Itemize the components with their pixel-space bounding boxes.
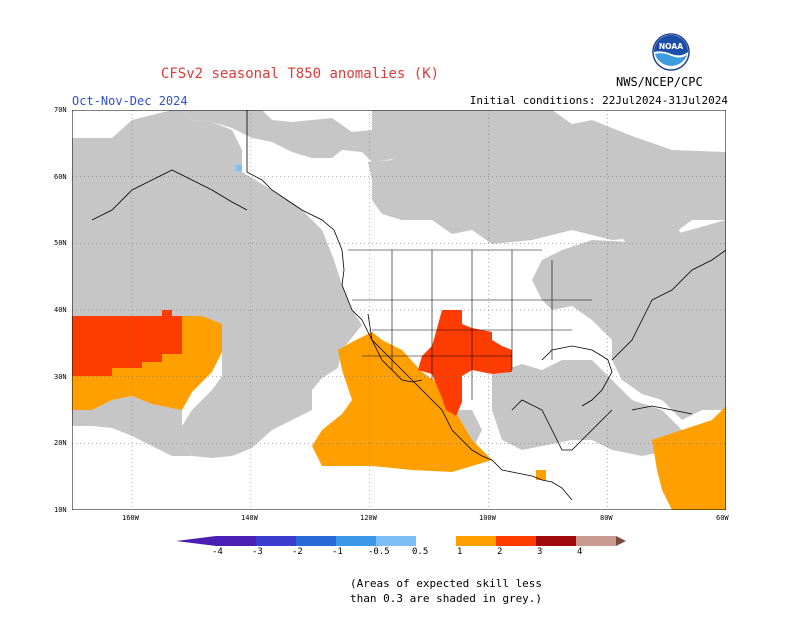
agency-credit: NWS/NCEP/CPC: [616, 75, 703, 89]
color-scale-bar: [176, 536, 626, 546]
colorbar-label: -2: [292, 547, 303, 557]
colorbar-segment: [216, 536, 256, 546]
colorbar-label: 4: [577, 547, 583, 557]
lat-label: 70N: [54, 106, 67, 114]
noaa-logo: NOAA: [652, 33, 690, 71]
lon-label: 100W: [479, 514, 496, 522]
cool-spot: [236, 165, 242, 171]
colorbar-label: -3: [252, 547, 263, 557]
colorbar-label: 2: [497, 547, 503, 557]
colorbar-arrow-high: [616, 536, 626, 546]
colorbar-label: -0.5: [368, 547, 390, 557]
footnote-line-2: than 0.3 are shaded in grey.): [350, 592, 543, 605]
lat-label: 10N: [54, 506, 67, 514]
lon-label: 160W: [122, 514, 139, 522]
colorbar-segment: [336, 536, 376, 546]
colorbar-segment: [496, 536, 536, 546]
colorbar-label: -4: [212, 547, 223, 557]
lat-label: 40N: [54, 306, 67, 314]
coastlines: [91, 110, 726, 501]
map-title: CFSv2 seasonal T850 anomalies (K): [160, 66, 440, 82]
lon-label: 140W: [241, 514, 258, 522]
colorbar-segment: [536, 536, 576, 546]
season-label: Oct-Nov-Dec 2024: [72, 94, 188, 108]
colorbar-label: 0.5: [412, 547, 429, 557]
lat-label: 50N: [54, 239, 67, 247]
lat-label: 20N: [54, 439, 67, 447]
lon-label: 60W: [716, 514, 729, 522]
lon-label: 80W: [600, 514, 613, 522]
graticule: [72, 110, 726, 510]
colorbar-label: -1: [332, 547, 343, 557]
colorbar-segment: [256, 536, 296, 546]
colorbar-label: 3: [537, 547, 543, 557]
noaa-logo-text: NOAA: [659, 42, 683, 51]
anomaly-0.5-1K-regions: [72, 316, 726, 510]
footnote-line-1: (Areas of expected skill less: [350, 577, 543, 590]
initial-conditions-label: Initial conditions: 22Jul2024-31Jul2024: [469, 94, 728, 107]
anomaly-1-2K-regions: [72, 310, 512, 416]
skill-footnote: (Areas of expected skill less than 0.3 a…: [350, 576, 542, 606]
colorbar-segment: [456, 536, 496, 546]
colorbar-segment: [416, 536, 456, 546]
colorbar-label: 1: [457, 547, 463, 557]
anomaly-map: [72, 110, 726, 510]
lat-label: 60N: [54, 173, 67, 181]
lat-label: 30N: [54, 373, 67, 381]
colorbar-segment: [576, 536, 616, 546]
colorbar-arrow-low: [176, 536, 216, 546]
lon-label: 120W: [360, 514, 377, 522]
colorbar-segment: [376, 536, 416, 546]
colorbar-segment: [296, 536, 336, 546]
